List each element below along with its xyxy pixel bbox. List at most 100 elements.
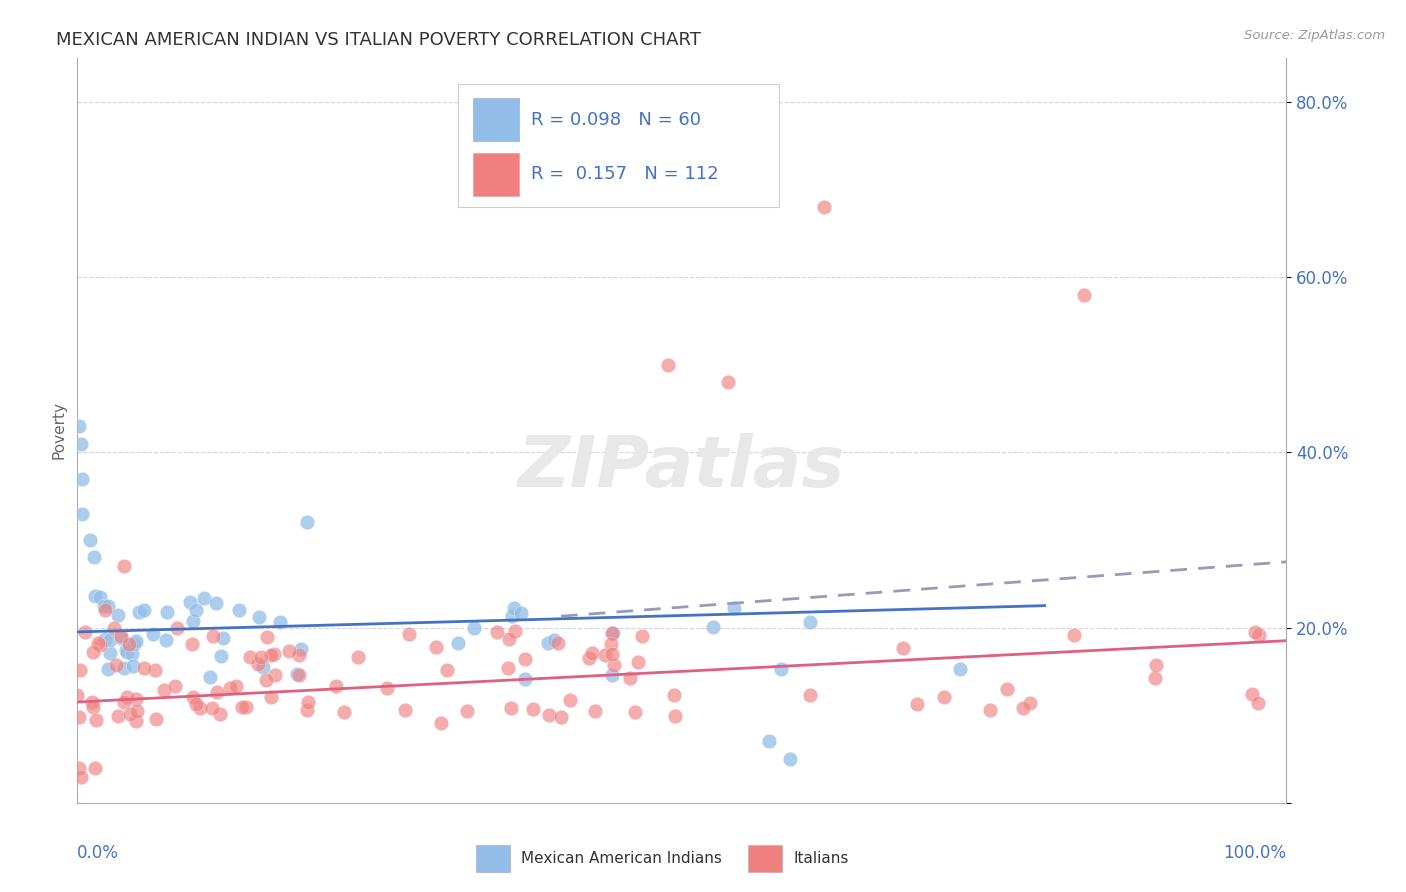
Point	[949, 661, 972, 675]
Point	[538, 708, 561, 723]
Point	[657, 358, 679, 372]
Point	[184, 603, 207, 617]
Point	[285, 667, 308, 681]
Point	[702, 620, 724, 634]
Point	[246, 657, 269, 671]
Point	[225, 679, 247, 693]
Point	[463, 621, 485, 635]
Point	[155, 632, 177, 647]
Point	[134, 661, 156, 675]
Point	[118, 637, 141, 651]
Point	[290, 641, 312, 656]
Point	[498, 632, 520, 647]
Point	[347, 650, 370, 665]
Point	[269, 615, 291, 630]
Point	[602, 625, 624, 640]
Point	[550, 710, 572, 724]
Point	[1247, 696, 1270, 710]
Point	[231, 699, 253, 714]
Point	[142, 627, 165, 641]
Point	[153, 683, 176, 698]
Text: 0.0%: 0.0%	[77, 844, 120, 862]
Point	[122, 637, 145, 651]
Text: MEXICAN AMERICAN INDIAN VS ITALIAN POVERTY CORRELATION CHART: MEXICAN AMERICAN INDIAN VS ITALIAN POVER…	[56, 31, 702, 49]
Point	[252, 660, 274, 674]
Point	[496, 661, 519, 675]
Point	[254, 673, 277, 687]
Point	[447, 635, 470, 649]
Text: 100.0%: 100.0%	[1223, 844, 1286, 862]
Point	[758, 734, 780, 748]
Point	[664, 709, 686, 723]
Point	[1063, 628, 1085, 642]
Point	[398, 626, 420, 640]
Point	[295, 703, 318, 717]
Point	[69, 761, 91, 775]
Point	[67, 710, 90, 724]
Text: Mexican American Indians: Mexican American Indians	[522, 851, 721, 866]
Point	[122, 658, 145, 673]
Point	[436, 663, 458, 677]
Point	[211, 632, 233, 646]
Point	[600, 668, 623, 682]
Point	[394, 703, 416, 717]
Point	[425, 640, 447, 654]
Point	[184, 698, 207, 712]
Point	[1073, 287, 1095, 301]
Text: R =  0.157   N = 112: R = 0.157 N = 112	[531, 165, 718, 183]
Point	[82, 645, 104, 659]
Point	[218, 681, 240, 695]
Point	[115, 645, 138, 659]
Point	[181, 614, 204, 628]
Point	[205, 684, 228, 698]
Point	[209, 707, 232, 722]
Point	[70, 507, 93, 521]
Point	[503, 624, 526, 638]
Bar	[472, 98, 519, 142]
Point	[98, 632, 121, 647]
Y-axis label: Poverty: Poverty	[51, 401, 66, 459]
Point	[537, 636, 560, 650]
Point	[247, 610, 270, 624]
Point	[67, 419, 90, 434]
Point	[905, 697, 928, 711]
Point	[503, 601, 526, 615]
Point	[932, 690, 955, 704]
Point	[132, 603, 155, 617]
Point	[256, 630, 278, 644]
Point	[995, 682, 1018, 697]
Point	[89, 591, 111, 605]
Point	[288, 648, 311, 663]
Point	[180, 637, 202, 651]
Point	[288, 668, 311, 682]
Point	[619, 671, 641, 685]
Point	[501, 609, 523, 624]
Point	[112, 695, 135, 709]
Point	[125, 692, 148, 706]
Point	[201, 701, 224, 715]
Point	[486, 624, 509, 639]
Point	[583, 704, 606, 718]
Point	[578, 651, 600, 665]
Point	[93, 603, 115, 617]
Point	[179, 595, 201, 609]
Point	[1012, 701, 1035, 715]
Point	[110, 629, 132, 643]
Point	[112, 559, 135, 574]
Point	[166, 621, 188, 635]
Point	[115, 690, 138, 704]
Point	[515, 652, 537, 666]
Point	[118, 707, 141, 722]
Point	[602, 647, 624, 661]
Text: Italians: Italians	[793, 851, 849, 866]
Point	[110, 631, 132, 645]
Point	[96, 599, 118, 614]
Point	[87, 636, 110, 650]
Point	[558, 692, 581, 706]
Point	[723, 600, 745, 615]
Bar	[748, 846, 782, 872]
Point	[125, 714, 148, 728]
Point	[799, 689, 821, 703]
Point	[143, 663, 166, 677]
Point	[84, 713, 107, 727]
